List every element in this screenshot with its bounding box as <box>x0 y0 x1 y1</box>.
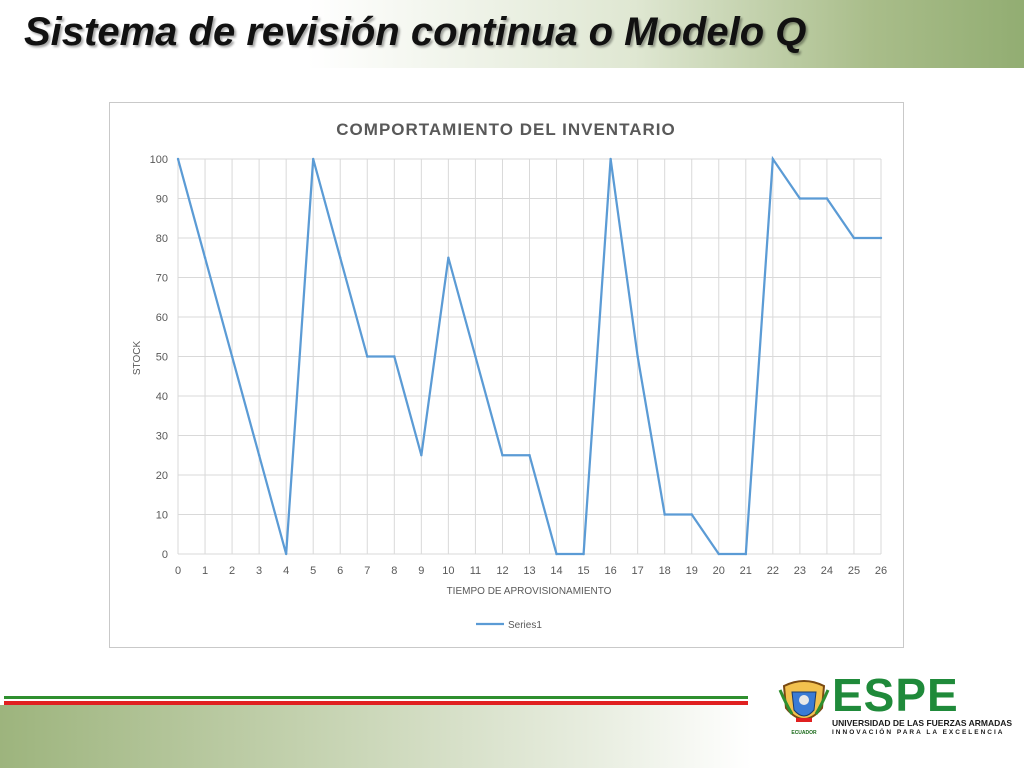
y-tick-label: 100 <box>150 154 168 166</box>
data-point <box>609 157 612 161</box>
x-tick-label: 5 <box>310 565 316 577</box>
data-point <box>636 355 639 358</box>
x-axis-tick-labels: 0 1 2 3 4 5 6 7 8 9 10 11 12 13 14 15 16 17 18 19 20 21 22 23 24… <box>175 565 887 577</box>
data-point <box>582 552 585 556</box>
x-tick-label: 10 <box>442 565 454 577</box>
data-point <box>825 197 829 200</box>
crest-label: ECUADOR <box>791 730 817 736</box>
data-point <box>339 256 342 259</box>
data-point <box>717 552 720 556</box>
x-tick-label: 1 <box>202 565 208 577</box>
gridlines <box>177 158 882 555</box>
y-tick-label: 10 <box>156 510 168 522</box>
x-tick-label: 23 <box>794 565 806 577</box>
data-point <box>744 552 748 556</box>
data-point <box>501 454 504 457</box>
data-point <box>771 157 775 161</box>
divider-stripe-red <box>4 701 748 705</box>
data-point <box>284 552 288 556</box>
divider-stripe-green <box>4 696 748 699</box>
x-tick-label: 26 <box>875 565 887 577</box>
data-point <box>366 355 369 358</box>
y-tick-label: 50 <box>156 352 168 364</box>
data-point <box>879 236 883 240</box>
x-tick-label: 7 <box>364 565 370 577</box>
logo-university-name: UNIVERSIDAD DE LAS FUERZAS ARMADAS <box>832 718 1013 728</box>
data-point <box>528 454 531 457</box>
inventory-line-chart: COMPORTAMIENTO DEL INVENTARIO 0102030405… <box>132 120 887 631</box>
x-tick-label: 14 <box>550 565 562 577</box>
x-tick-label: 21 <box>740 565 752 577</box>
y-tick-label: 70 <box>156 273 168 285</box>
espe-logo: ECUADOR ESPE UNIVERSIDAD DE LAS FUERZAS … <box>754 668 1024 746</box>
y-tick-label: 0 <box>162 549 168 561</box>
x-tick-label: 15 <box>577 565 589 577</box>
x-tick-label: 9 <box>418 565 424 577</box>
data-point <box>447 256 450 259</box>
data-point <box>230 355 234 358</box>
data-point <box>555 552 558 556</box>
x-tick-label: 13 <box>523 565 535 577</box>
y-tick-label: 20 <box>156 470 168 482</box>
x-tick-label: 8 <box>391 565 397 577</box>
x-tick-label: 19 <box>686 565 698 577</box>
x-axis-title: TIEMPO DE APROVISIONAMIENTO <box>447 586 612 597</box>
x-tick-label: 11 <box>470 565 481 577</box>
data-point <box>690 513 693 516</box>
divider-stripe-white <box>4 699 748 701</box>
data-point <box>257 454 261 457</box>
data-point <box>420 454 423 457</box>
x-tick-label: 3 <box>256 565 262 577</box>
crest-icon <box>778 680 830 722</box>
x-tick-label: 17 <box>632 565 644 577</box>
data-point <box>852 236 856 240</box>
x-tick-label: 12 <box>496 565 508 577</box>
y-tick-label: 60 <box>156 312 168 324</box>
footer-band <box>0 705 752 768</box>
y-tick-label: 40 <box>156 391 168 403</box>
x-tick-label: 4 <box>283 565 289 577</box>
data-point <box>393 355 396 358</box>
title-bar <box>0 0 1024 68</box>
y-tick-label: 80 <box>156 233 168 245</box>
x-tick-label: 0 <box>175 565 181 577</box>
x-tick-label: 18 <box>659 565 671 577</box>
x-tick-label: 2 <box>229 565 235 577</box>
x-tick-label: 16 <box>604 565 616 577</box>
legend: Series1 <box>476 620 542 631</box>
chart-frame: COMPORTAMIENTO DEL INVENTARIO 0 10 20 30 40 5… <box>109 102 904 648</box>
data-point <box>311 157 315 161</box>
x-tick-label: 6 <box>337 565 343 577</box>
data-point <box>663 513 666 516</box>
x-tick-label: 24 <box>821 565 833 577</box>
logo-tagline: INNOVACIÓN PARA LA EXCELENCIA <box>832 729 1005 736</box>
y-axis-title: STOCK <box>132 341 143 376</box>
data-point <box>474 355 477 358</box>
chart-title: COMPORTAMIENTO DEL INVENTARIO <box>336 120 675 139</box>
legend-label: Series1 <box>508 620 542 631</box>
x-tick-label: 25 <box>848 565 860 577</box>
slide-title: Sistema de revisión continua o Modelo Q <box>24 10 807 54</box>
data-point <box>798 197 802 200</box>
y-tick-label: 90 <box>156 194 168 206</box>
data-point <box>203 256 207 259</box>
data-point <box>176 157 180 161</box>
x-tick-label: 20 <box>713 565 725 577</box>
y-tick-label: 30 <box>156 431 168 443</box>
x-tick-label: 22 <box>767 565 779 577</box>
y-axis-tick-labels: 0 10 20 30 40 50 60 70 80 90 100 <box>150 154 168 561</box>
logo-wordmark: ESPE <box>832 669 959 721</box>
data-points <box>176 157 883 556</box>
